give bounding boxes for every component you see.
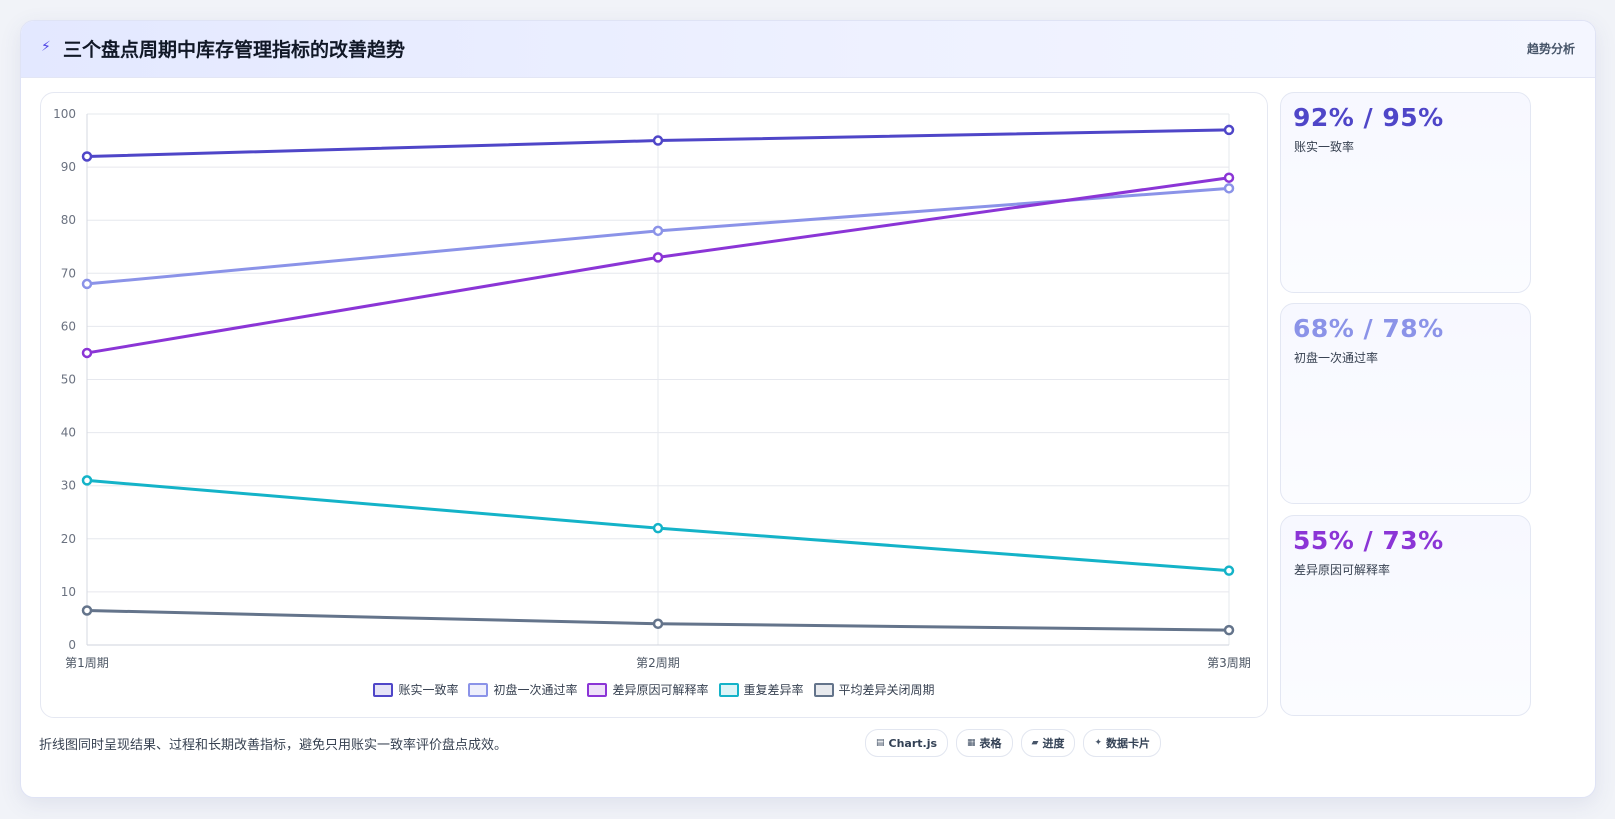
legend-item[interactable]: 初盘一次通过率: [468, 681, 577, 698]
legend-swatch: [813, 682, 834, 697]
legend-label: 差异原因可解释率: [612, 683, 709, 697]
y-tick-label: 100: [53, 107, 76, 121]
y-tick-label: 90: [61, 160, 76, 174]
legend-swatch: [718, 682, 739, 697]
chart-icon: ▤: [876, 738, 885, 748]
legend-label: 重复差异率: [743, 683, 804, 697]
report-card: ⚡ 三个盘点周期中库存管理指标的改善趋势 趋势分析 0 10 20 30 40 50 60 7…: [20, 20, 1596, 798]
legend-item[interactable]: 账实一致率: [373, 681, 458, 698]
card-header: ⚡ 三个盘点周期中库存管理指标的改善趋势 趋势分析: [21, 21, 1595, 78]
data-point: [652, 135, 664, 146]
page-title: 三个盘点周期中库存管理指标的改善趋势: [63, 39, 406, 61]
line-chart-panel: 0 10 20 30 40 50 60 70 80 90 100 第1周期 第2周期 第3周期 账实一致率…: [40, 92, 1268, 718]
y-tick-label: 30: [61, 479, 76, 493]
trend-analysis-tag: 趋势分析: [1526, 42, 1575, 56]
legend-swatch: [468, 682, 489, 697]
data-point: [81, 475, 93, 486]
chart-legend: 账实一致率 初盘一次通过率 差异原因可解释率 重复差异率 平均差异关闭周期: [41, 681, 1267, 698]
data-point: [81, 151, 93, 162]
stat-value: 92% / 95%: [1293, 103, 1444, 132]
data-point: [81, 278, 93, 290]
data-point: [1223, 183, 1235, 194]
y-tick-label: 0: [68, 638, 76, 652]
data-point: [1223, 172, 1235, 183]
x-tick-label: 第2周期: [636, 656, 680, 670]
tech-chips: ▤ Chart.js ▦ 表格 ▰ 进度 ✦ 数据卡片: [865, 729, 1162, 757]
legend-label: 账实一致率: [398, 683, 459, 697]
chip-label: 进度: [1042, 737, 1065, 750]
y-tick-label: 20: [61, 532, 76, 546]
legend-item[interactable]: 平均差异关闭周期: [813, 681, 935, 698]
chip-chartjs[interactable]: ▤ Chart.js: [865, 729, 949, 757]
stat-card-3: 55% / 73% 差异原因可解释率: [1280, 515, 1531, 716]
chip-data-card[interactable]: ✦ 数据卡片: [1083, 729, 1162, 757]
y-tick-label: 50: [61, 373, 76, 387]
data-point: [1223, 124, 1235, 136]
y-tick-label: 10: [61, 585, 76, 599]
sparkle-icon: ✦: [1094, 738, 1103, 748]
data-point: [652, 522, 664, 534]
data-point: [81, 347, 93, 359]
chip-progress[interactable]: ▰ 进度: [1020, 729, 1076, 757]
chip-table[interactable]: ▦ 表格: [956, 729, 1013, 757]
chart-footnote: 折线图同时呈现结果、过程和长期改善指标，避免只用账实一致率评价盘点成效。: [39, 738, 508, 753]
chip-label: 表格: [979, 737, 1002, 750]
legend-item[interactable]: 差异原因可解释率: [587, 681, 709, 698]
data-point: [652, 225, 664, 237]
data-point: [1223, 624, 1235, 636]
chip-label: Chart.js: [888, 736, 938, 750]
stat-label: 账实一致率: [1294, 140, 1355, 154]
stat-card-2: 68% / 78% 初盘一次通过率: [1280, 303, 1531, 504]
stat-label: 初盘一次通过率: [1294, 351, 1379, 365]
data-point: [652, 252, 664, 263]
legend-label: 初盘一次通过率: [493, 683, 578, 697]
line-chart: 0 10 20 30 40 50 60 70 80 90 100 第1周期 第2周期 第3周期: [53, 107, 1251, 670]
legend-item[interactable]: 重复差异率: [718, 681, 804, 698]
legend-swatch: [587, 682, 608, 697]
y-tick-label: 80: [61, 213, 76, 227]
stat-value: 55% / 73%: [1293, 526, 1444, 555]
table-icon: ▦: [967, 738, 976, 748]
chip-label: 数据卡片: [1106, 737, 1151, 750]
stat-value: 68% / 78%: [1293, 314, 1444, 343]
x-tick-label: 第3周期: [1207, 656, 1251, 670]
data-point: [652, 618, 664, 630]
y-tick-label: 70: [61, 266, 76, 280]
stat-label: 差异原因可解释率: [1294, 563, 1391, 577]
legend-label: 平均差异关闭周期: [838, 683, 935, 697]
data-point: [81, 605, 93, 616]
stat-card-1: 92% / 95% 账实一致率: [1280, 92, 1531, 293]
legend-swatch: [373, 682, 394, 697]
data-point: [1223, 565, 1235, 576]
x-tick-label: 第1周期: [65, 656, 109, 670]
progress-icon: ▰: [1031, 738, 1039, 748]
y-tick-label: 40: [61, 426, 76, 440]
lightning-icon: ⚡: [41, 39, 51, 55]
y-tick-label: 60: [61, 319, 76, 333]
